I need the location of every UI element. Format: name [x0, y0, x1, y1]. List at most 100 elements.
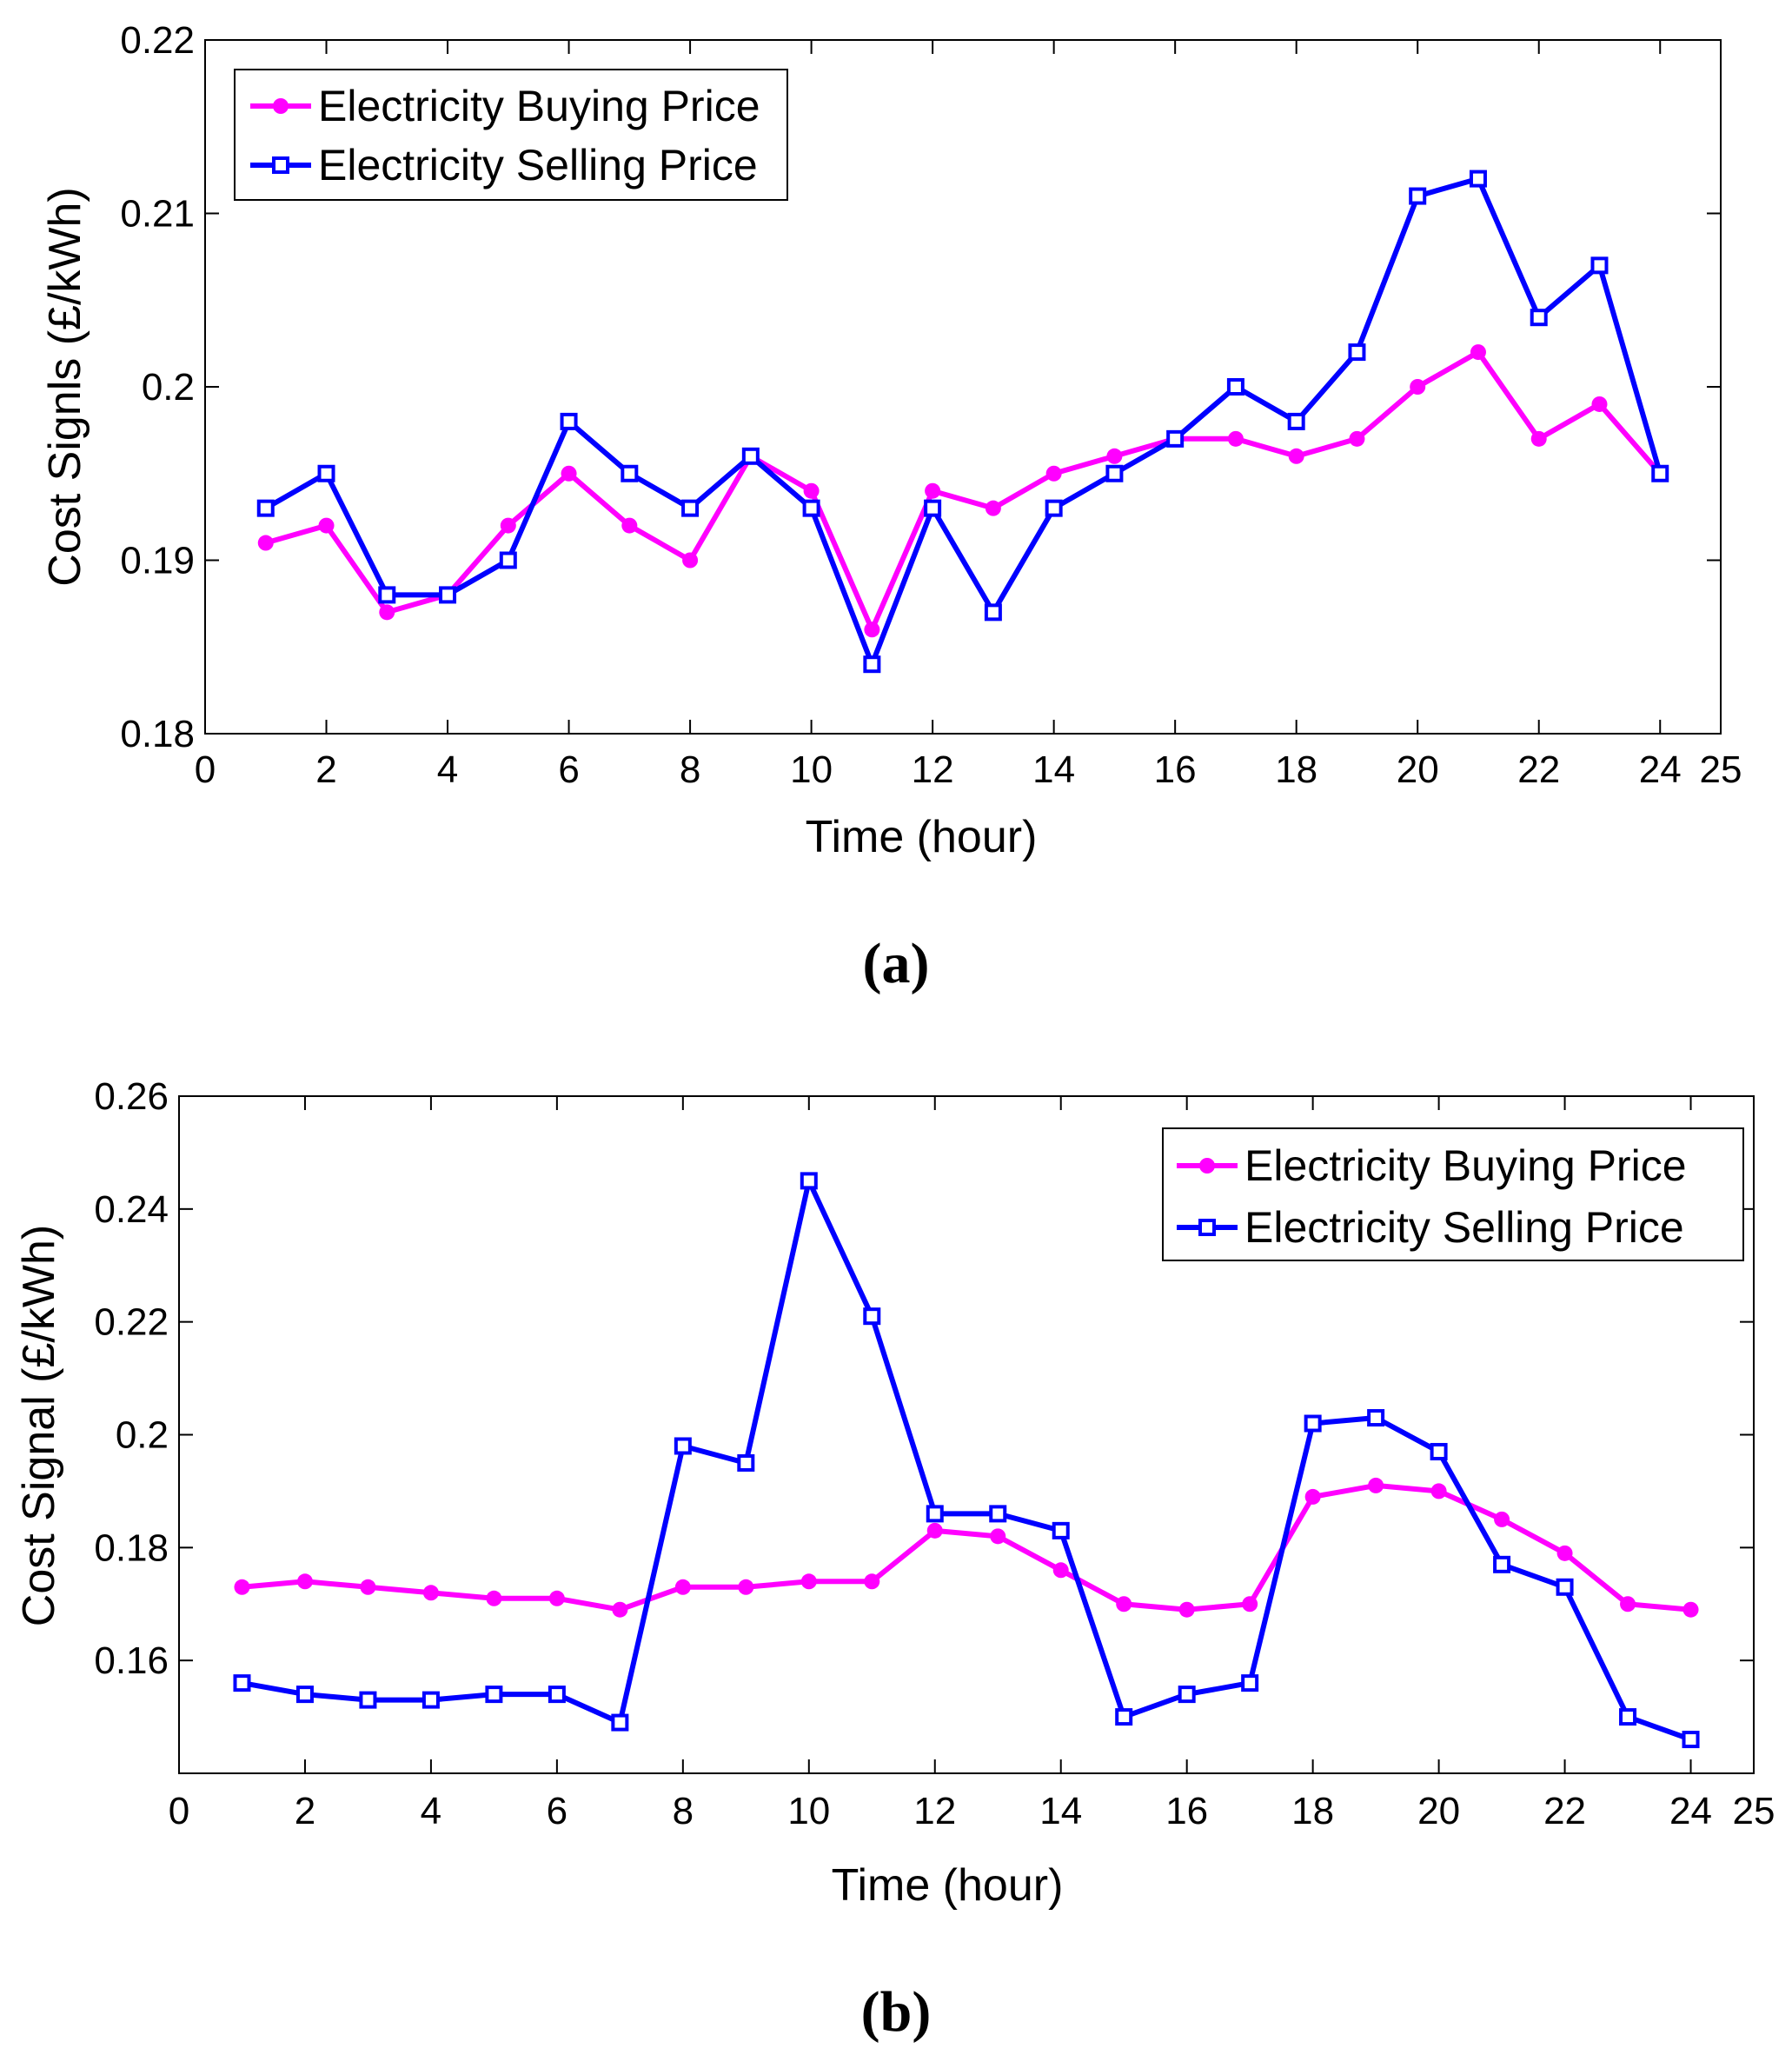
data-point-buying	[1682, 1601, 1699, 1618]
data-point-buying	[864, 1573, 880, 1590]
x-tick-label: 18	[1291, 1790, 1334, 1832]
data-point-selling	[499, 551, 517, 569]
x-tick-label: 14	[1039, 1790, 1082, 1832]
data-point-buying	[1620, 1596, 1636, 1613]
series-b	[233, 1172, 1700, 1749]
data-point-buying	[985, 500, 1001, 516]
data-point-buying	[682, 552, 699, 569]
data-point-buying	[800, 1573, 817, 1590]
data-point-selling	[548, 1686, 566, 1704]
y-tick-label: 0.2	[142, 366, 195, 409]
data-point-buying	[925, 482, 941, 499]
data-point-selling	[1619, 1708, 1637, 1726]
y-tick-label: 0.19	[120, 540, 195, 582]
data-point-buying	[1368, 1477, 1384, 1493]
y-tick-label: 0.22	[120, 19, 195, 62]
data-point-buying	[379, 604, 395, 621]
data-point-selling	[863, 655, 881, 674]
legend-label-buying-b: Electricity Buying Price	[1244, 1141, 1687, 1190]
data-point-selling	[1052, 1521, 1070, 1539]
data-point-selling	[1556, 1578, 1574, 1596]
x-tick-label: 24	[1639, 748, 1682, 791]
data-point-selling	[737, 1453, 755, 1472]
data-point-selling	[1304, 1414, 1322, 1433]
legend-b: Electricity Buying Price Electricity Sel…	[1162, 1127, 1744, 1261]
legend-label-buying-a: Electricity Buying Price	[318, 82, 760, 130]
data-point-selling	[1590, 256, 1609, 275]
legend-box-b	[1162, 1127, 1744, 1261]
x-tick-label: 10	[790, 748, 833, 791]
ticks-a: 0 2 4 6 8 10 12 14 16 18 20 22 24 250.180.190.20.210.…	[120, 19, 1742, 791]
legend-marker-buying-a	[273, 98, 289, 114]
data-point-selling	[295, 1686, 314, 1704]
data-point-buying	[738, 1579, 754, 1595]
data-point-buying	[1470, 344, 1486, 361]
y-tick-label: 0.18	[94, 1526, 169, 1569]
series-a	[256, 170, 1669, 674]
ticks-b: 0 2 4 6 8 10 12 14 16 18 20 22 24 250.160.180.20.220.…	[94, 1075, 1775, 1832]
y-tick-label: 0.24	[94, 1188, 169, 1231]
data-point-buying	[548, 1590, 565, 1606]
x-tick-label: 8	[673, 1790, 694, 1832]
y-tick-label: 0.22	[94, 1301, 169, 1344]
data-point-selling	[1493, 1555, 1511, 1573]
data-point-buying	[1116, 1596, 1132, 1613]
data-point-selling	[926, 1505, 944, 1523]
data-point-selling	[317, 464, 335, 482]
data-point-selling	[1241, 1674, 1259, 1692]
data-point-selling	[560, 412, 578, 430]
data-point-buying	[1045, 465, 1062, 482]
data-point-buying	[1349, 430, 1365, 447]
x-tick-label: 2	[295, 1790, 315, 1832]
data-point-buying	[803, 482, 820, 499]
panel-caption-b: (b)	[861, 1980, 932, 2044]
y-tick-label: 0.2	[116, 1414, 169, 1457]
data-point-selling	[421, 1691, 440, 1709]
data-point-buying	[500, 517, 516, 534]
data-point-selling	[1651, 464, 1669, 482]
chart-panel-a: 0 2 4 6 8 10 12 14 16 18 20 22 24 250.180.190.20.210.…	[40, 19, 1742, 995]
x-tick-label: 4	[421, 1790, 441, 1832]
y-axis-label-b: Cost Signal (£/kWh)	[14, 1225, 64, 1626]
data-point-buying	[864, 622, 880, 638]
legend-label-selling-a: Electricity Selling Price	[318, 141, 758, 190]
data-point-buying	[1430, 1483, 1447, 1499]
x-tick-label: 16	[1154, 748, 1197, 791]
data-point-buying	[1304, 1488, 1321, 1505]
data-point-selling	[1045, 499, 1063, 517]
data-point-selling	[378, 586, 396, 604]
data-point-selling	[1115, 1708, 1133, 1726]
data-point-buying	[1494, 1511, 1510, 1527]
legend-box-a	[234, 69, 788, 201]
series-line-selling	[241, 1178, 1692, 1742]
legend-marker-selling-b	[1198, 1219, 1216, 1236]
data-point-selling	[1367, 1409, 1385, 1427]
data-point-selling	[439, 586, 457, 604]
data-point-buying	[257, 535, 274, 551]
x-tick-label: 6	[558, 748, 579, 791]
x-axis-label-b: Time (hour)	[832, 1860, 1064, 1911]
data-point-selling	[674, 1437, 692, 1455]
data-point-buying	[1591, 396, 1608, 412]
data-point-selling	[802, 499, 820, 517]
data-point-buying	[1106, 448, 1123, 464]
y-tick-label: 0.16	[94, 1639, 169, 1682]
data-point-selling	[741, 447, 760, 465]
legend-a: Electricity Buying Price Electricity Sel…	[234, 69, 788, 201]
data-point-selling	[1430, 1442, 1448, 1460]
x-tick-label: 6	[547, 1790, 567, 1832]
data-point-buying	[990, 1528, 1006, 1545]
data-point-buying	[674, 1579, 691, 1595]
x-tick-label: 20	[1417, 1790, 1460, 1832]
data-point-buying	[1227, 430, 1244, 447]
data-point-selling	[359, 1691, 377, 1709]
x-axis-label-a: Time (hour)	[806, 812, 1038, 862]
data-point-selling	[681, 499, 700, 517]
series-line-selling	[264, 176, 1663, 668]
y-tick-label: 0.26	[94, 1075, 169, 1118]
data-point-buying	[1530, 430, 1547, 447]
x-tick-label: 25	[1700, 748, 1742, 791]
data-point-buying	[1178, 1601, 1195, 1618]
data-point-selling	[1409, 187, 1427, 205]
